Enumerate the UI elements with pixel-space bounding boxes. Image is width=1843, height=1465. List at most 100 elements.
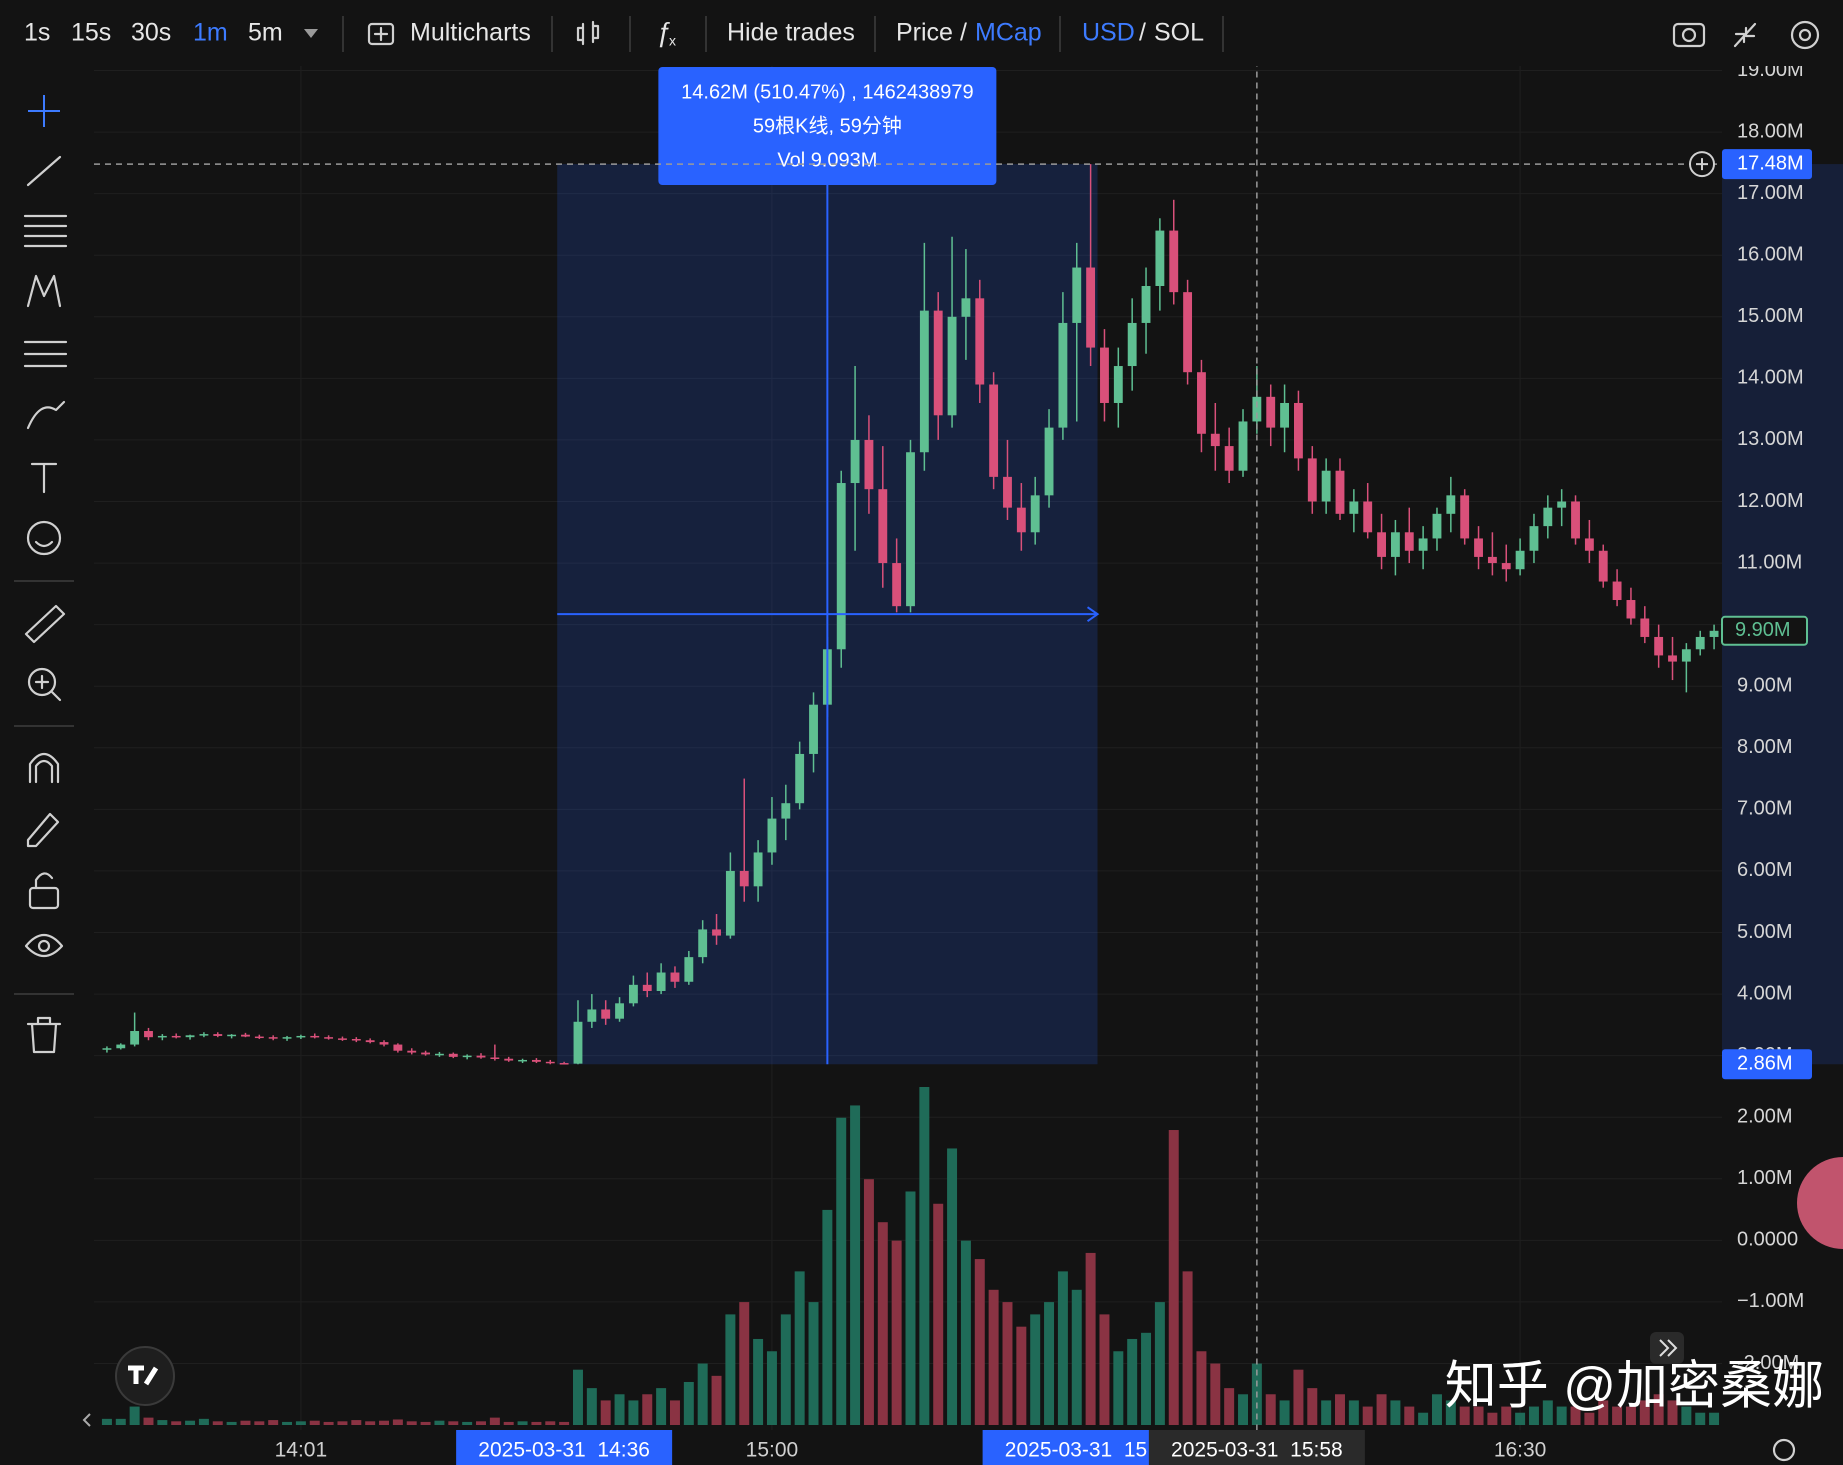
candle-body: [435, 1053, 444, 1056]
screenshot-button[interactable]: [1672, 22, 1706, 48]
text-tool[interactable]: [30, 462, 58, 494]
candle-body: [144, 1031, 153, 1038]
candle-body: [476, 1055, 486, 1058]
candle-body: [989, 384, 999, 477]
volume-bar: [766, 1351, 777, 1425]
candle-body: [213, 1034, 223, 1036]
emoji-tool[interactable]: [26, 520, 62, 556]
volume-bar: [226, 1421, 237, 1425]
magnet-tool[interactable]: [28, 752, 60, 784]
trendline-tool[interactable]: [26, 155, 62, 187]
zoom-tool[interactable]: [27, 667, 57, 697]
unlock-tool[interactable]: [28, 886, 60, 910]
translate-button[interactable]: [1797, 1157, 1843, 1249]
volume-bar: [669, 1400, 680, 1425]
fib-tool[interactable]: [23, 214, 68, 248]
volume-bar: [489, 1417, 500, 1425]
hide-trades[interactable]: Hide trades: [727, 19, 855, 47]
volume-bar: [1113, 1351, 1124, 1425]
multicharts-icon[interactable]: [367, 22, 395, 46]
sol-toggle[interactable]: SOL: [1154, 19, 1204, 47]
x-tick-label: 2025-03-31 14:36: [478, 1439, 650, 1462]
volume-bar: [572, 1369, 583, 1425]
candle-body: [518, 1059, 528, 1062]
mcap-toggle[interactable]: MCap: [975, 19, 1042, 47]
axis-settings[interactable]: [1772, 1438, 1796, 1462]
volume-bar: [753, 1338, 764, 1425]
interval-1s[interactable]: 1s: [24, 19, 50, 47]
candle-body: [1100, 347, 1109, 403]
drawing-toolbar: [14, 95, 74, 1054]
chart-type-icon[interactable]: [576, 20, 600, 46]
crosshair-price-label: 17.48M: [1737, 152, 1804, 174]
volume-bar: [1625, 1406, 1636, 1425]
interval-5m[interactable]: 5m: [248, 19, 283, 47]
candle-body: [1016, 507, 1026, 533]
candle-body: [753, 852, 763, 887]
volume-bar: [254, 1421, 265, 1425]
visibility-tool[interactable]: [24, 933, 64, 958]
volume-bar: [1556, 1406, 1567, 1425]
volume-bar: [1238, 1394, 1249, 1425]
volume-bar: [1404, 1406, 1415, 1425]
volume-bar: [559, 1421, 570, 1425]
screenshot-lens: [1681, 27, 1697, 43]
volume-bar: [198, 1418, 209, 1425]
candle-body: [1557, 501, 1567, 508]
volume-bar: [517, 1421, 528, 1425]
candle-body: [310, 1035, 320, 1038]
volume-bar: [1210, 1363, 1221, 1425]
volume-bar: [115, 1418, 126, 1425]
interval-30s[interactable]: 30s: [131, 19, 171, 47]
candle-body: [1197, 372, 1206, 434]
brush-tool[interactable]: [26, 400, 66, 430]
indicators-icon[interactable]: ƒ: [656, 17, 671, 47]
candle-body: [947, 316, 957, 416]
settings-button[interactable]: [1790, 20, 1820, 50]
last-price-label: 9.90M: [1735, 619, 1791, 641]
volume-bar: [503, 1421, 514, 1425]
y-tick-label: 7.00M: [1737, 798, 1793, 820]
candle-body: [809, 704, 818, 754]
tradingview-logo[interactable]: [115, 1346, 175, 1406]
prediction-tool[interactable]: [23, 340, 68, 368]
measure-tooltip-text: 59根K线, 59分钟: [753, 114, 902, 137]
x-tick-label: 16:30: [1494, 1439, 1547, 1462]
pattern-tool[interactable]: [26, 274, 62, 308]
volume-bar: [1057, 1271, 1068, 1425]
fullscreen-button[interactable]: [1733, 22, 1757, 48]
delete-tool[interactable]: [26, 1016, 62, 1054]
candle-body: [684, 957, 694, 982]
candle-body: [1543, 507, 1553, 527]
price-separator: /: [960, 19, 967, 47]
multicharts[interactable]: Multicharts: [410, 19, 531, 47]
usd-toggle[interactable]: USD: [1082, 19, 1135, 47]
volume-bar: [462, 1421, 473, 1425]
volume-bar: [420, 1421, 431, 1425]
volume-bar: [1099, 1314, 1110, 1425]
candle-body: [130, 1031, 140, 1045]
volume-bar: [1515, 1412, 1526, 1425]
y-tick-label: 4.00M: [1737, 982, 1793, 1004]
scroll-left[interactable]: [82, 1413, 91, 1427]
interval-15s[interactable]: 15s: [71, 19, 111, 47]
y-tick-label: 9.00M: [1737, 674, 1793, 696]
candle-body: [1349, 501, 1359, 514]
crosshair-tool[interactable]: [28, 95, 60, 127]
volume-bar: [1141, 1332, 1152, 1425]
candle-body: [462, 1055, 472, 1058]
interval-dropdown[interactable]: [304, 29, 318, 38]
interval-1m[interactable]: 1m: [193, 19, 228, 47]
price-toggle[interactable]: Price: [896, 19, 953, 47]
volume-bar: [863, 1179, 874, 1425]
volume-bar: [1598, 1400, 1609, 1425]
lock-drawings-tool[interactable]: [26, 812, 60, 848]
candle-body: [933, 310, 943, 416]
volume-bar: [268, 1420, 279, 1425]
ruler-tool[interactable]: [24, 604, 66, 644]
volume-bar: [1431, 1394, 1442, 1425]
y-tick-label: 17.00M: [1737, 182, 1804, 204]
volume-bar: [1487, 1412, 1498, 1425]
volume-bar: [309, 1420, 320, 1425]
volume-bar: [960, 1240, 971, 1425]
